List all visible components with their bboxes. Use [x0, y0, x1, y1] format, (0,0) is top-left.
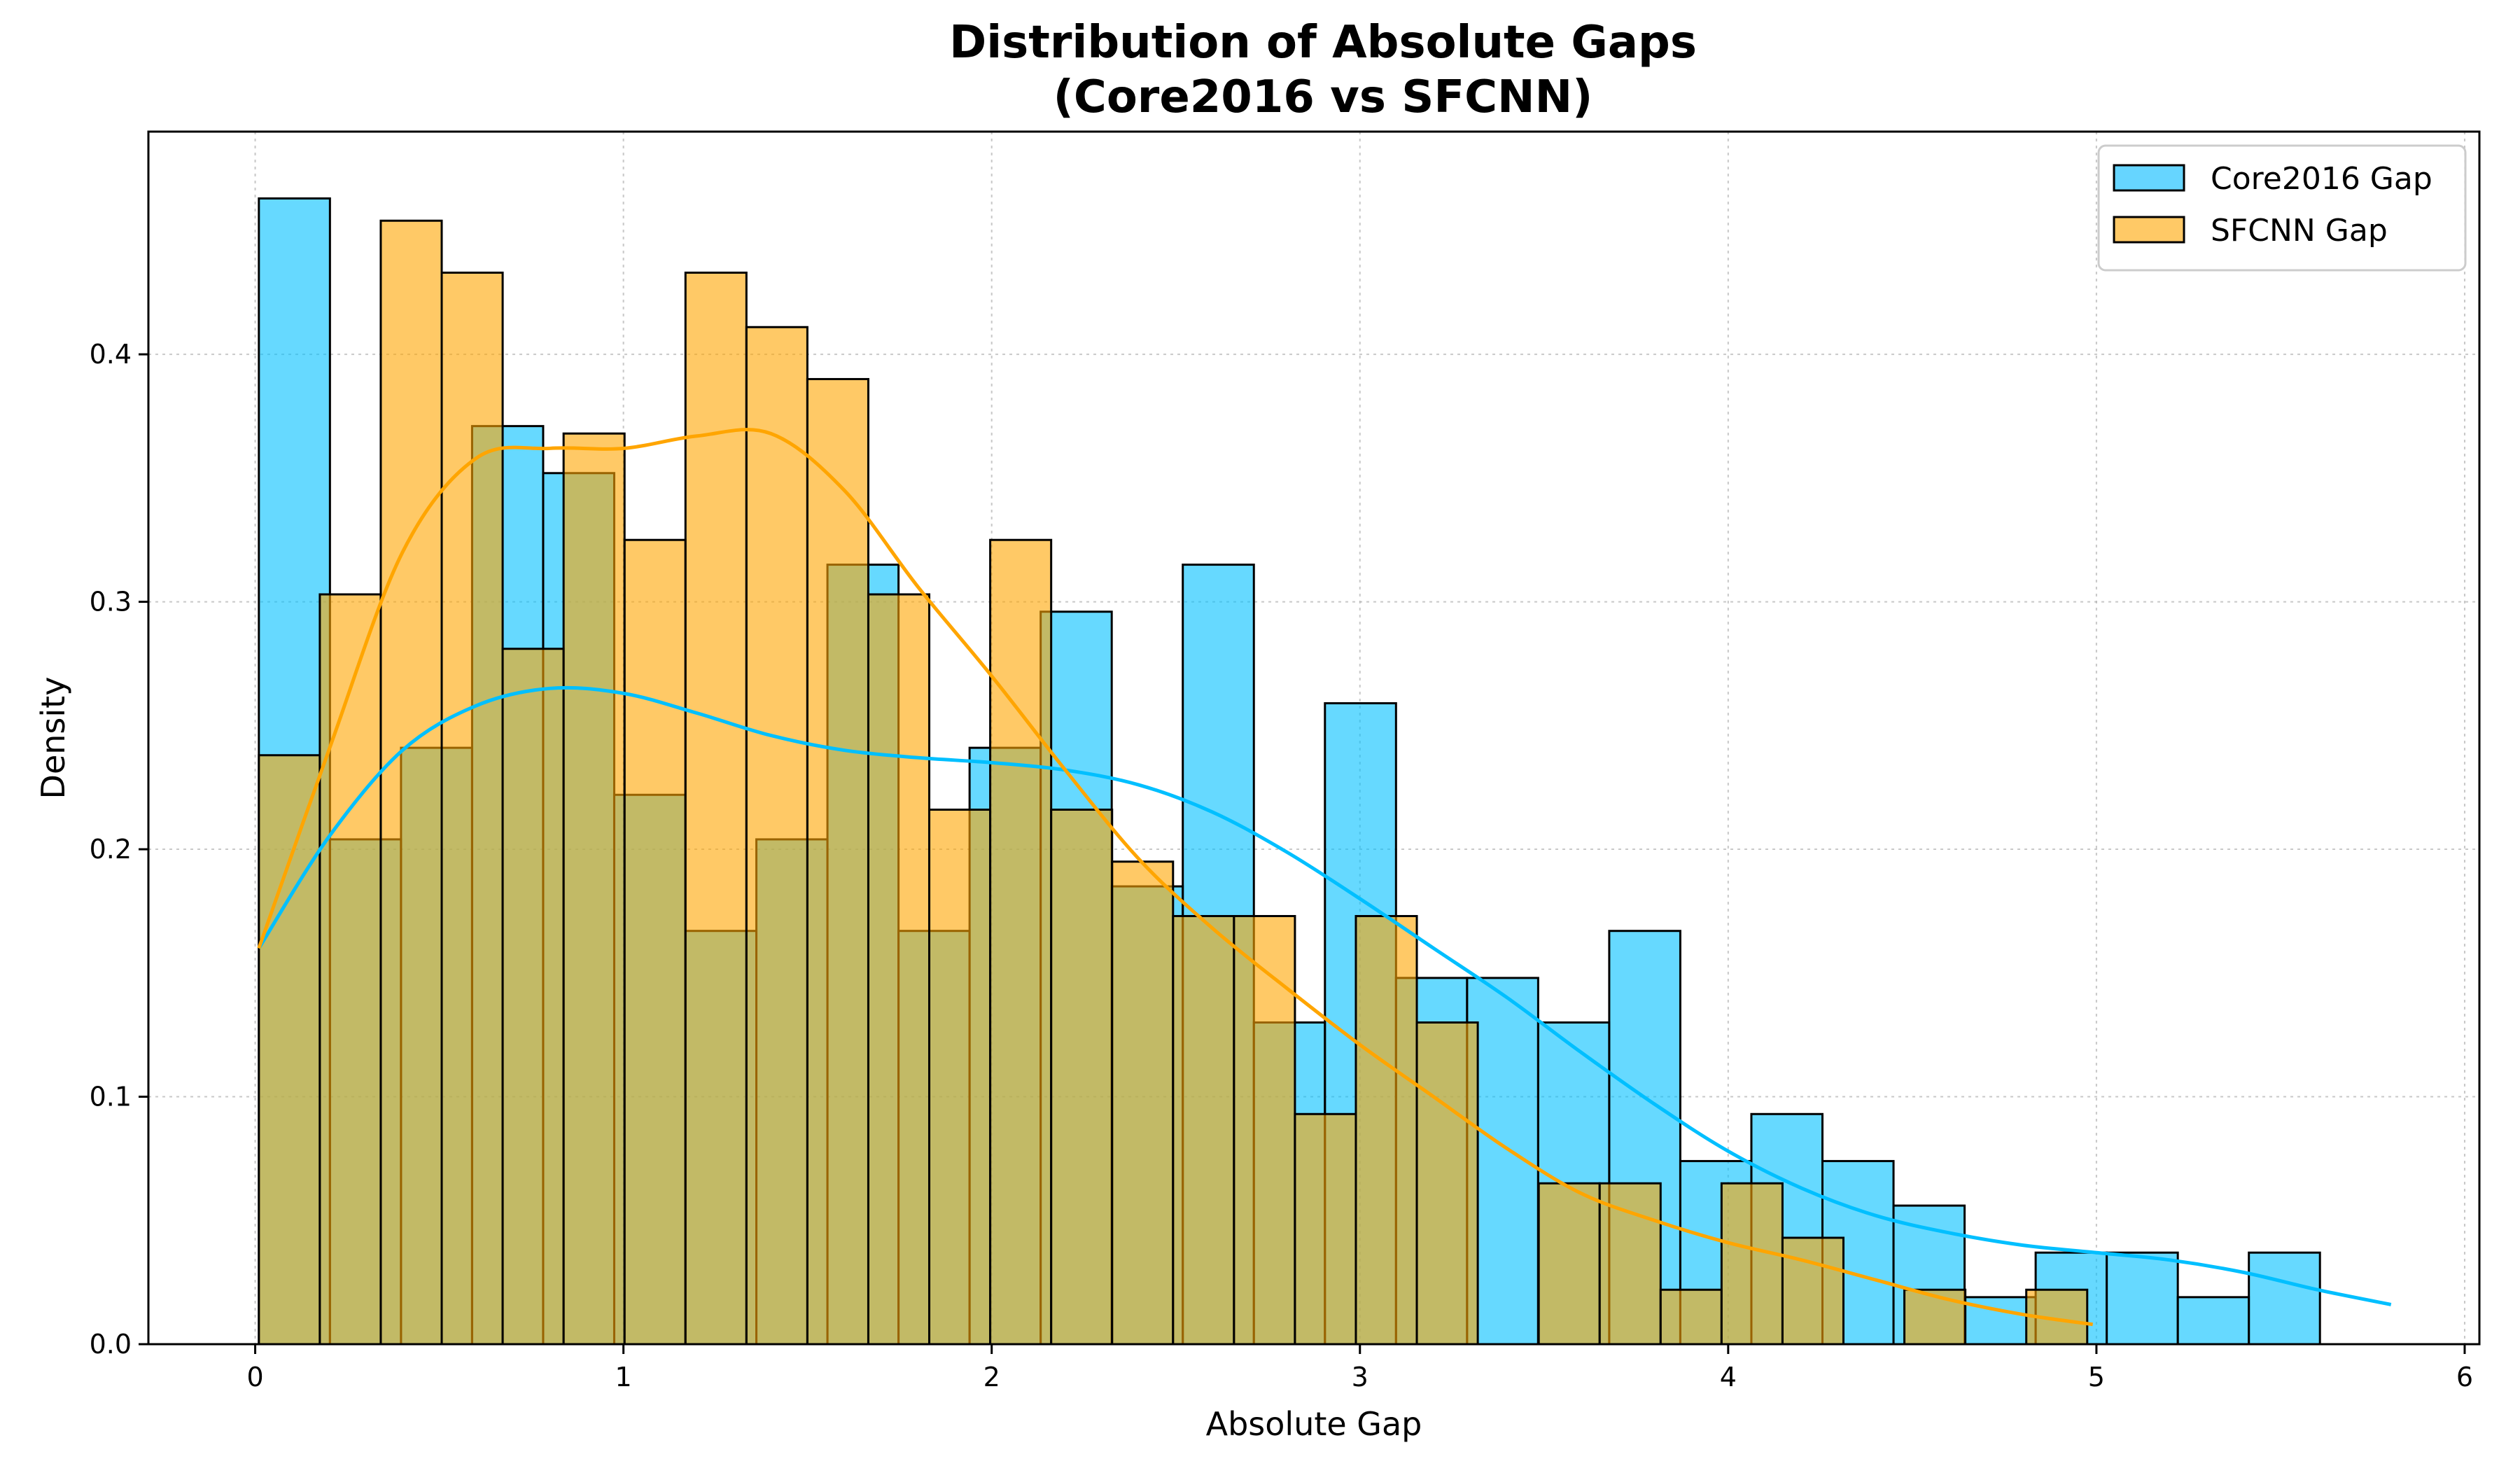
y-tick-label: 0.1 — [90, 1082, 132, 1112]
core2016-bar — [2248, 1251, 2321, 1346]
x-axis-ticks: 0 1 2 3 4 5 6 — [246, 1344, 2473, 1392]
sfcnn-bar — [1720, 1182, 1784, 1346]
legend-box — [2097, 144, 2467, 272]
sfcnn-bar — [1233, 914, 1296, 1346]
x-tick-label: 3 — [1352, 1362, 1368, 1392]
sfcnn-bar — [623, 538, 687, 1346]
sfcnn-bar — [1598, 1182, 1662, 1346]
y-axis-label: Density — [34, 677, 72, 800]
sfcnn-bar — [989, 538, 1053, 1346]
sfcnn-bar — [1294, 1112, 1357, 1346]
x-tick-label: 4 — [1720, 1362, 1737, 1392]
sfcnn-bar — [440, 271, 504, 1346]
kde-curves — [257, 428, 2392, 1327]
sfcnn-bar — [684, 271, 748, 1346]
y-tick-label: 0.0 — [90, 1329, 132, 1360]
legend-swatch-core2016 — [2113, 164, 2185, 192]
sfcnn-bar — [1050, 809, 1114, 1346]
sfcnn-bar — [1111, 860, 1175, 1346]
legend-label-core2016: Core2016 Gap — [2211, 161, 2432, 197]
core2016-bar — [2176, 1296, 2250, 1346]
y-tick-label: 0.3 — [90, 587, 132, 617]
sfcnn-bar — [1354, 914, 1418, 1346]
sfcnn-bar — [1172, 914, 1236, 1346]
y-tick-label: 0.2 — [90, 834, 132, 865]
sfcnn-bar — [1781, 1236, 1844, 1346]
sfcnn-bar — [1415, 1021, 1479, 1346]
legend-label-sfcnn: SFCNN Gap — [2211, 213, 2388, 249]
legend-swatch-sfcnn — [2113, 216, 2185, 244]
sfcnn-bar — [562, 432, 626, 1346]
x-tick-label: 6 — [2456, 1362, 2473, 1392]
core2016-kde-line — [257, 685, 2392, 1306]
sfcnn-bar — [379, 219, 443, 1346]
x-tick-label: 5 — [2088, 1362, 2105, 1392]
x-tick-label: 1 — [615, 1362, 632, 1392]
x-axis-label: Absolute Gap — [1206, 1405, 1422, 1443]
sfcnn-bar — [258, 754, 321, 1346]
sfcnn-bar — [867, 593, 931, 1346]
sfcnn-bar — [806, 377, 869, 1346]
sfcnn-bar — [1903, 1288, 1967, 1346]
sfcnn-bar — [928, 809, 992, 1346]
sfcnn-bar — [318, 593, 382, 1346]
sfcnn-bar — [1659, 1288, 1723, 1346]
x-tick-label: 0 — [246, 1362, 263, 1392]
sfcnn-bar — [1537, 1182, 1601, 1346]
sfcnn-kde-line — [257, 428, 2093, 1327]
sfcnn-bar — [745, 326, 808, 1346]
sfcnn-bars — [258, 219, 2089, 1346]
sfcnn-bar — [501, 648, 565, 1346]
chart-title-line1: Distribution of Absolute Gaps — [949, 17, 1697, 69]
x-tick-label: 2 — [983, 1362, 1000, 1392]
legend: Core2016 Gap SFCNN Gap — [2097, 144, 2467, 272]
plot-frame — [147, 130, 2481, 1346]
y-axis-ticks: 0.0 0.1 0.2 0.3 0.4 — [90, 339, 148, 1360]
y-tick-label: 0.4 — [90, 339, 132, 370]
core2016-bar — [2106, 1251, 2179, 1346]
chart-title-line2: (Core2016 vs SFCNN) — [1054, 71, 1593, 123]
